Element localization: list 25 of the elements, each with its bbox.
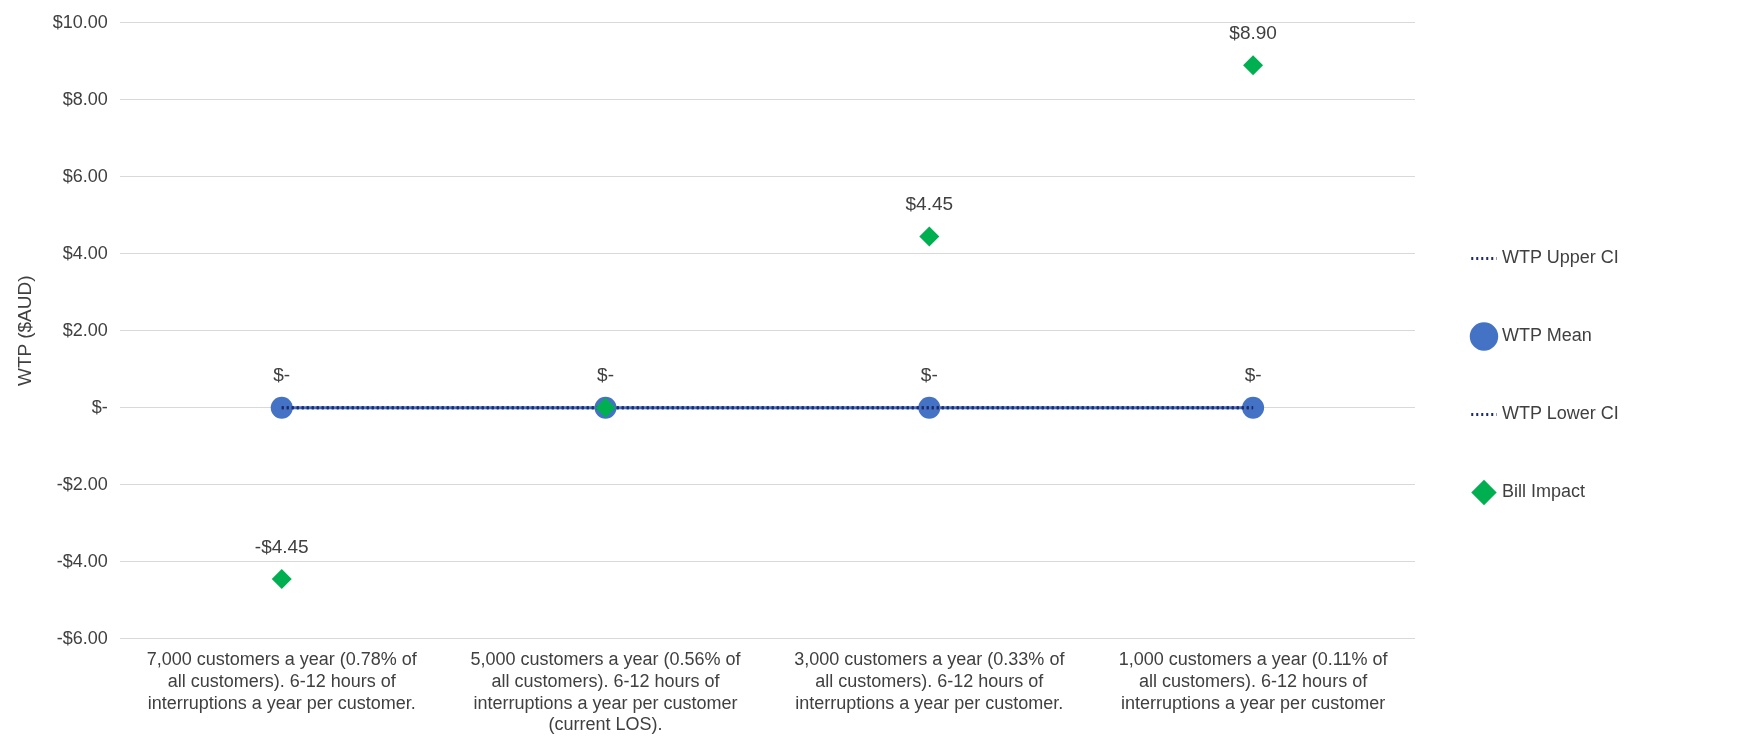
y-tick-label: $- — [91, 396, 108, 417]
x-tick-label: 1,000 customers a year (0.11% of all customers). 6-12 hours of interruptions a year per customer — [1118, 649, 1389, 713]
data-label: $- — [273, 364, 291, 386]
x-tick-label: 5,000 customers a year (0.56% of all customers). 6-12 hours of interruptions a year per customer (current LOS). — [470, 649, 742, 735]
data-label: $- — [597, 364, 614, 386]
legend-label: WTP Upper CI — [1501, 247, 1619, 268]
legend-label: Bill Impact — [1501, 481, 1586, 502]
legend-label: WTP Mean — [1501, 325, 1592, 346]
x-tick-label: 3,000 customers a year (0.33% of all customers). 6-12 hours of interruptions a year per customer. — [794, 649, 1066, 713]
y-tick-label: $2.00 — [62, 319, 108, 340]
y-tick-label: -$6.00 — [56, 627, 108, 648]
y-tick-label: -$2.00 — [56, 473, 108, 494]
y-tick-label: -$4.00 — [56, 550, 108, 571]
data-label: $4.45 — [905, 193, 954, 215]
y-tick-label: $4.00 — [62, 242, 108, 263]
y-axis-title: WTP ($AUD) — [13, 275, 35, 386]
y-tick-label: $8.00 — [62, 88, 108, 109]
data-label: $- — [920, 364, 938, 386]
data-label: $- — [1244, 364, 1262, 386]
y-tick-label: $6.00 — [62, 165, 108, 186]
data-label: -$4.45 — [254, 535, 309, 557]
y-tick-label: $10.00 — [52, 11, 108, 32]
legend-label: WTP Lower CI — [1501, 403, 1619, 424]
data-label: $8.90 — [1229, 21, 1277, 43]
x-tick-label: 7,000 customers a year (0.78% of all customers). 6-12 hours of interruptions a year per customer. — [146, 649, 418, 713]
